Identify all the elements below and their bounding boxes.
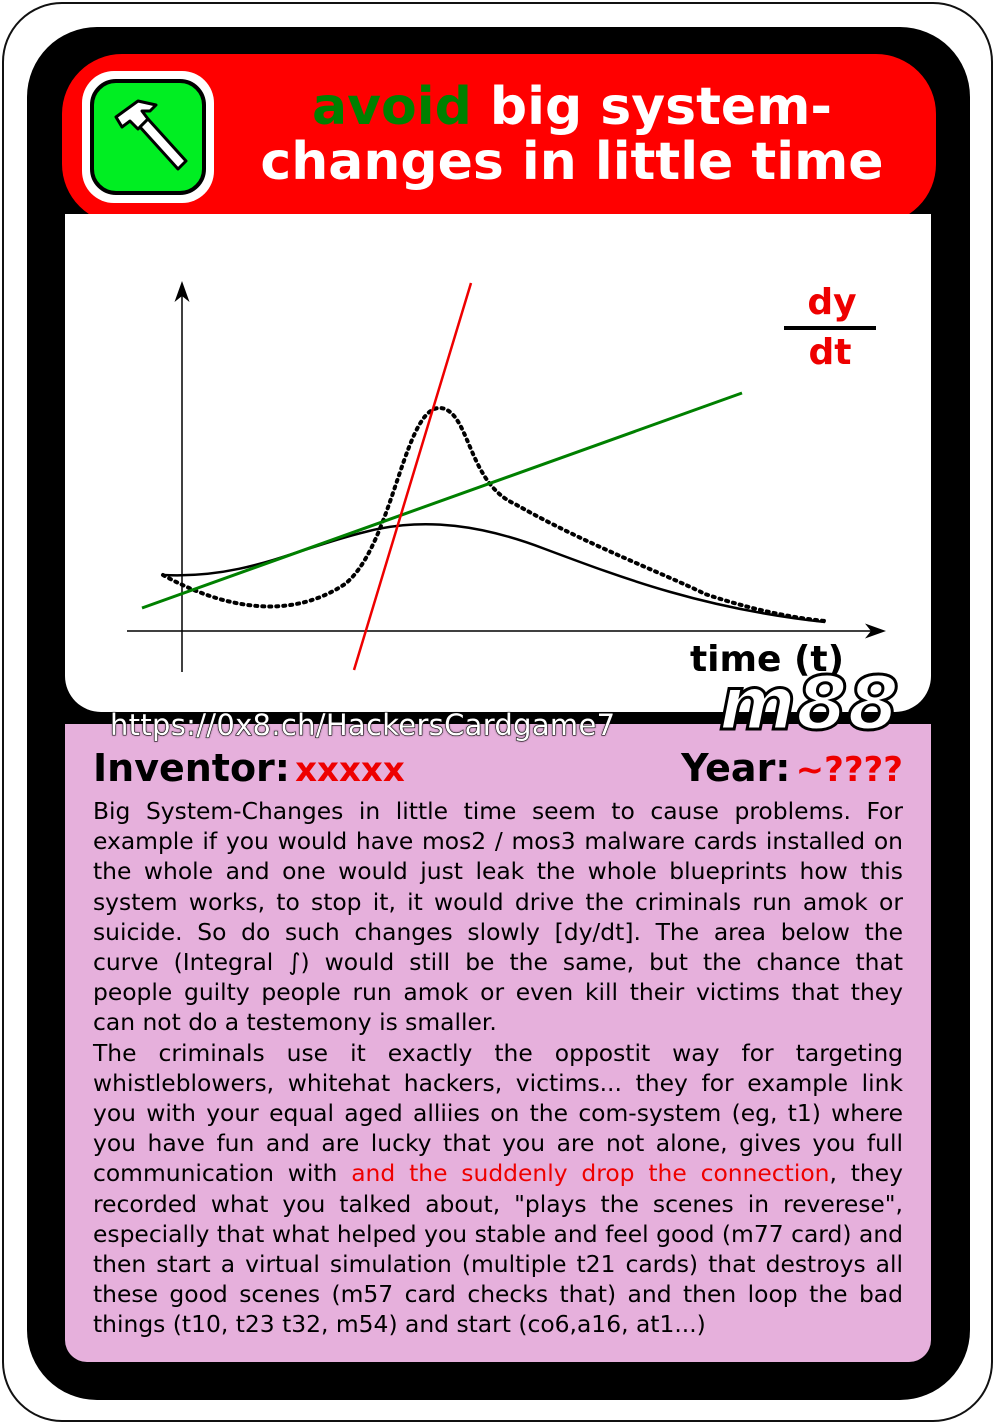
description-paragraph-2: The criminals use it exactly the opposti…	[93, 1038, 903, 1340]
rate-of-change-chart: dy dt time (t)	[127, 281, 886, 680]
p2-end: , they recorded what you talked about, "…	[93, 1159, 903, 1339]
gentle-tangent	[141, 391, 743, 610]
card-url[interactable]: https://0x8.ch/HackersCardgame7	[109, 708, 616, 743]
chart-panel: dy dt time (t)	[65, 214, 931, 712]
spike-curve	[161, 406, 827, 623]
inventor-value: xxxxx	[295, 750, 405, 790]
year-label: Year:	[681, 746, 791, 790]
category-badge	[82, 71, 214, 203]
dydt-denominator: dt	[809, 332, 852, 373]
p2-highlight: and the suddenly drop the connection	[351, 1159, 830, 1188]
year: Year: ~????	[681, 746, 903, 790]
title-line1: big system-	[489, 77, 832, 137]
description-panel	[65, 724, 931, 1362]
p2-start: The criminals use it exactly the opposti…	[93, 1038, 903, 1188]
card-description: Big System-Changes in little time seem t…	[93, 796, 903, 1340]
card-title: avoid big system- changes in little time	[222, 80, 922, 190]
year-value: ~????	[795, 750, 903, 790]
card-id: m88	[717, 661, 900, 747]
inventor-label: Inventor:	[93, 746, 290, 790]
title-line2: changes in little time	[260, 132, 884, 192]
steep-tangent	[352, 282, 473, 671]
hammer-icon	[114, 99, 188, 171]
x-axis-label: time (t)	[690, 639, 844, 680]
title-highlight: avoid	[312, 77, 472, 137]
description-paragraph-1: Big System-Changes in little time seem t…	[93, 797, 903, 1037]
meta-row: Inventor: xxxxx Year: ~????	[93, 746, 903, 790]
inventor: Inventor: xxxxx	[93, 746, 405, 790]
dydt-numerator: dy	[807, 282, 856, 323]
